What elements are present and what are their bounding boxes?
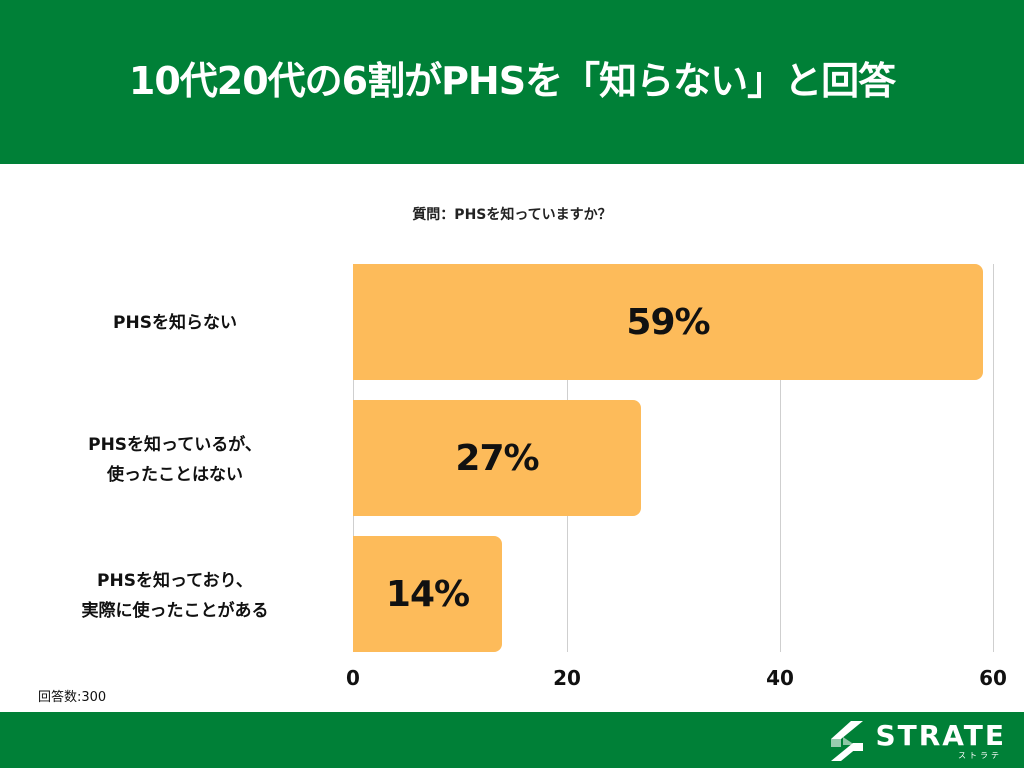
footer-bar: STRATE ストラテ [0,712,1024,768]
bar-not-know: 59% [353,264,983,380]
bar-know-used: 14% [353,536,502,652]
question-subtitle: 質問：PHSを知っていますか？ [412,207,612,223]
strate-logo-icon [831,721,864,761]
gridline-60 [993,264,994,652]
category-label: PHSを知らない [113,313,237,333]
sample-size-note: 回答数:300 [38,690,107,705]
chart-title: 10代20代の6割がPHSを「知らない」と回答 [128,58,896,103]
title-banner: 10代20代の6割がPHSを「知らない」と回答 [0,0,1024,164]
gridline-40 [780,264,781,652]
logo-katakana: ストラテ [958,751,1002,760]
bar-know-not-used: 27% [353,400,641,516]
category-label: PHSを知っており、 実際に使ったことがある [81,571,269,621]
strate-logo: STRATE ストラテ [829,718,1006,764]
bar-value-label: 14% [385,573,470,615]
x-tick-label: 40 [766,666,794,690]
x-tick-label: 20 [553,666,581,690]
bar-value-label: 27% [455,437,539,479]
x-tick-label: 60 [979,666,1007,690]
bar-value-label: 59% [626,301,710,343]
category-label: PHSを知っているが、 使ったことはない [88,435,262,485]
logo-wordmark: STRATE [875,719,1006,752]
x-tick-label: 0 [346,666,360,690]
